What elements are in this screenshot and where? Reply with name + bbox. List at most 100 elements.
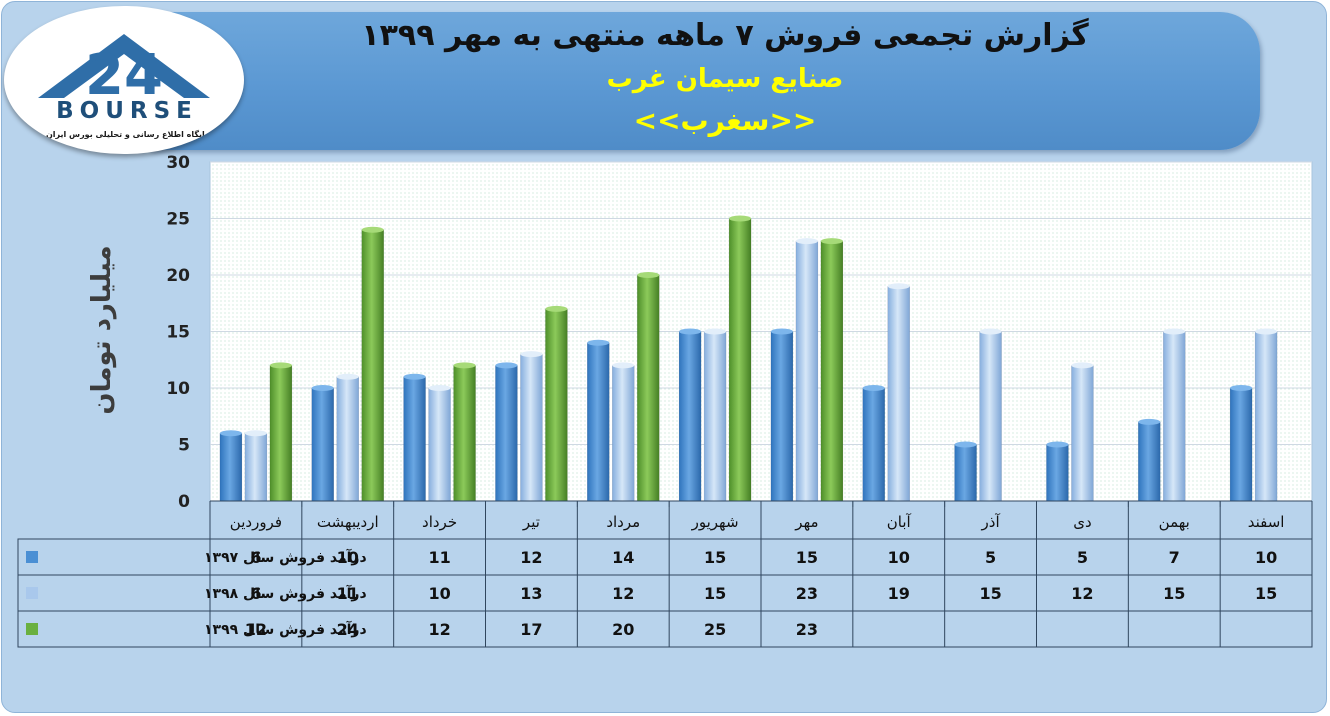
y-tick-label: 15 [166, 323, 190, 343]
logo-mark-icon: 24 [38, 34, 210, 108]
bar [361, 229, 384, 502]
data-label: 6 [250, 584, 261, 603]
data-label: 12 [612, 584, 634, 603]
legend-label: درآمد فروش سال ۱۳۹۷ [204, 548, 367, 566]
y-tick-label: 0 [178, 492, 190, 512]
bar-cap [862, 385, 885, 391]
bar-cap [269, 362, 292, 369]
logo-brand: BOURSE [56, 98, 198, 124]
legend-swatch [26, 551, 38, 563]
bar-cap [495, 362, 518, 369]
data-label: 15 [979, 584, 1001, 603]
bar-cap [545, 305, 568, 312]
bar [1138, 421, 1161, 502]
bar-cap [637, 272, 660, 278]
bar [336, 376, 359, 502]
bar [703, 331, 727, 502]
data-label: 23 [796, 584, 818, 603]
bar [520, 353, 543, 502]
data-label: 23 [796, 620, 818, 639]
bar [728, 218, 752, 502]
bar-cap [1255, 328, 1278, 335]
bar [979, 331, 1002, 502]
bar-cap [587, 339, 610, 346]
bar [311, 387, 334, 502]
bar-cap [704, 328, 727, 335]
y-tick-label: 10 [166, 379, 190, 399]
bar-cap [244, 430, 267, 437]
bar-cap [795, 238, 818, 245]
data-label: 5 [1077, 548, 1088, 567]
bar-cap [1071, 362, 1094, 369]
data-label: 12 [520, 548, 542, 567]
bar-cap [219, 430, 242, 437]
bar-cap [1163, 328, 1186, 335]
data-label: 10 [1255, 548, 1277, 567]
data-label: 12 [428, 620, 450, 639]
bar [495, 365, 518, 502]
data-label: 20 [612, 620, 634, 639]
x-tick-label: فروردین [230, 513, 282, 531]
bar [678, 331, 702, 502]
bar-cap [336, 373, 359, 380]
bar-cap [520, 351, 543, 358]
bourse-logo: 24 BOURSE پایگاه اطلاع رسانی و تحلیلی بو… [4, 6, 244, 154]
data-label: 7 [1169, 548, 1180, 567]
bar-cap [1138, 418, 1161, 425]
chart-title: گزارش تجمعی فروش ۷ ماهه منتهی به مهر ۱۳۹… [361, 18, 1089, 53]
data-label: 12 [1071, 584, 1093, 603]
data-label: 6 [250, 548, 261, 567]
data-label: 12 [245, 620, 267, 639]
data-label: 10 [888, 548, 910, 567]
bar [820, 240, 844, 502]
bar-cap [1046, 441, 1069, 448]
ticker-symbol: <<سغرب>> [633, 104, 817, 137]
data-label: 24 [337, 620, 359, 639]
bar-cap [954, 441, 977, 448]
bar [637, 274, 660, 502]
bar [403, 376, 426, 502]
data-label: 15 [1163, 584, 1185, 603]
data-label: 15 [704, 584, 726, 603]
data-label: 15 [1255, 584, 1277, 603]
x-tick-label: آبان [887, 513, 912, 531]
bar [887, 286, 910, 502]
bar [1071, 365, 1094, 502]
company-name: صنایع سیمان غرب [606, 64, 844, 94]
bar-cap [1230, 385, 1253, 391]
x-tick-label: خرداد [422, 513, 457, 531]
x-tick-label: تیر [522, 513, 540, 531]
y-tick-label: 30 [166, 153, 190, 173]
data-label: 15 [704, 548, 726, 567]
data-label: 19 [888, 584, 910, 603]
bar-cap [361, 226, 384, 233]
bar-cap [453, 362, 476, 369]
bar [219, 432, 243, 502]
data-label: 10 [337, 548, 359, 567]
x-tick-label: شهریور [691, 513, 739, 531]
data-label: 11 [337, 584, 359, 603]
bar [795, 240, 819, 502]
bar [244, 432, 268, 502]
bar-cap [729, 215, 752, 222]
data-label: 13 [520, 584, 542, 603]
data-label: 5 [985, 548, 996, 567]
x-tick-label: اردیبهشت [317, 513, 379, 531]
bar [587, 342, 610, 502]
data-label: 15 [796, 548, 818, 567]
x-tick-label: بهمن [1159, 513, 1190, 531]
bar-cap [403, 373, 426, 380]
x-tick-label: دی [1073, 513, 1091, 531]
bar-cap [612, 362, 635, 369]
bar [269, 365, 293, 502]
data-label: 14 [612, 548, 634, 567]
bar [1229, 387, 1253, 502]
bar [1254, 331, 1278, 502]
legend-swatch [26, 587, 38, 599]
x-tick-label: اسفند [1248, 513, 1285, 531]
title-banner [150, 12, 1260, 150]
data-label: 25 [704, 620, 726, 639]
bar [954, 444, 977, 502]
legend-label: درآمد فروش سال ۱۳۹۸ [204, 584, 367, 602]
